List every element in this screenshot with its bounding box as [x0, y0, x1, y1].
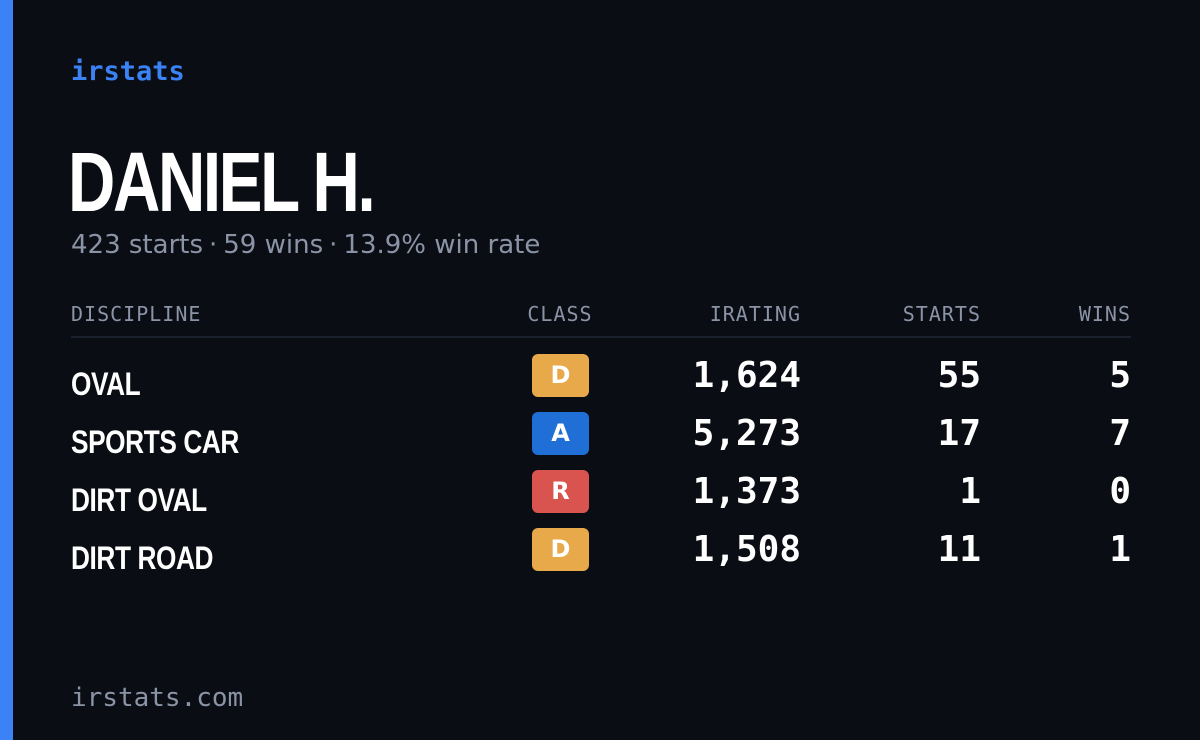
starts-value: 11 — [937, 529, 981, 570]
footer-url: irstats.com — [71, 683, 244, 713]
header-wins: WINS — [1078, 302, 1131, 326]
brand-logo-text: irstats — [71, 56, 185, 87]
table-body: OVAL D 1,624 55 5 SPORTS CAR A 5,273 17 … — [71, 352, 1131, 584]
table-row: SPORTS CAR A 5,273 17 7 — [71, 410, 1131, 468]
accent-bar — [0, 0, 13, 740]
discipline-table: DISCIPLINE CLASS IRATING STARTS WINS OVA… — [71, 296, 1131, 584]
irating-value: 5,273 — [692, 413, 801, 454]
wins-value: 1 — [1109, 529, 1131, 570]
table-row: DIRT ROAD D 1,508 11 1 — [71, 526, 1131, 584]
class-badge: R — [532, 470, 589, 513]
wins-value: 5 — [1109, 355, 1131, 396]
table-header: DISCIPLINE CLASS IRATING STARTS WINS — [71, 296, 1131, 338]
table-row: DIRT OVAL R 1,373 1 0 — [71, 468, 1131, 526]
header-irating: IRATING — [709, 302, 801, 326]
wins-value: 7 — [1109, 413, 1131, 454]
discipline-name: OVAL — [71, 366, 141, 402]
wins-value: 0 — [1109, 471, 1131, 512]
driver-summary: 423 starts · 59 wins · 13.9% win rate — [71, 226, 540, 264]
separator-dot: · — [209, 230, 218, 260]
header-class: CLASS — [527, 302, 593, 326]
starts-value: 17 — [937, 413, 981, 454]
wins-summary: 59 wins — [223, 230, 324, 260]
irating-value: 1,624 — [692, 355, 801, 396]
starts-value: 55 — [937, 355, 981, 396]
irating-value: 1,508 — [692, 529, 801, 570]
discipline-name: DIRT ROAD — [71, 540, 214, 576]
winrate-summary: 13.9% win rate — [343, 230, 541, 260]
class-badge: D — [532, 528, 589, 571]
discipline-name: DIRT OVAL — [71, 482, 207, 518]
class-badge: A — [532, 412, 589, 455]
table-row: OVAL D 1,624 55 5 — [71, 352, 1131, 410]
discipline-name: SPORTS CAR — [71, 424, 239, 460]
starts-value: 1 — [959, 471, 981, 512]
header-discipline: DISCIPLINE — [71, 302, 202, 326]
class-badge: D — [532, 354, 589, 397]
irating-value: 1,373 — [692, 471, 801, 512]
header-starts: STARTS — [902, 302, 981, 326]
separator-dot: · — [329, 230, 338, 260]
starts-summary: 423 starts — [71, 230, 203, 260]
driver-name: DANIEL H. — [68, 135, 376, 229]
